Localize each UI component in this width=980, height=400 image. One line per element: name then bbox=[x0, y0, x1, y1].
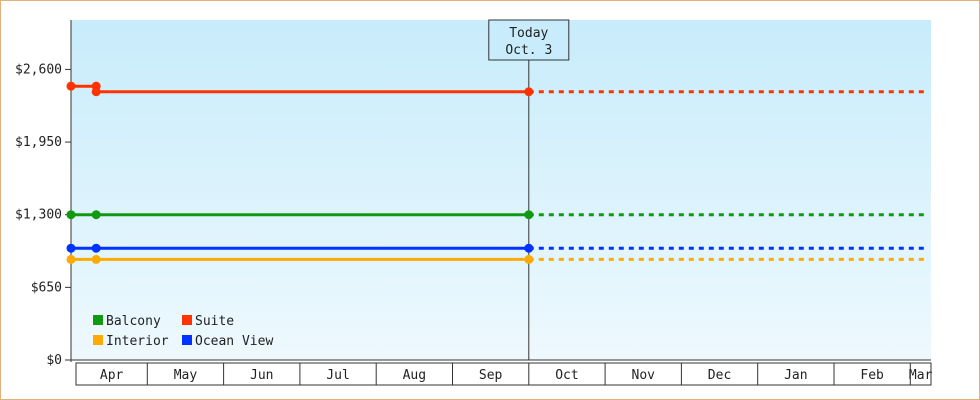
today-label: Today bbox=[509, 26, 548, 41]
month-label: Apr bbox=[100, 368, 124, 383]
month-label: Sep bbox=[479, 368, 503, 383]
y-tick-label: $650 bbox=[31, 280, 62, 295]
today-box bbox=[488, 19, 570, 61]
month-label: Aug bbox=[403, 368, 426, 383]
data-point-suite bbox=[524, 87, 534, 97]
legend-label-interior: Interior bbox=[106, 334, 169, 349]
month-band bbox=[75, 362, 932, 386]
legend-label-suite: Suite bbox=[195, 314, 234, 329]
legend-swatch-suite bbox=[182, 315, 192, 325]
month-label: Mar bbox=[909, 368, 933, 383]
data-point-interior bbox=[91, 254, 101, 264]
legend-label-balcony: Balcony bbox=[106, 314, 161, 329]
data-point-balcony bbox=[524, 210, 534, 220]
data-point-interior bbox=[524, 254, 534, 264]
data-point-interior bbox=[66, 254, 76, 264]
month-label: Nov bbox=[632, 368, 656, 383]
today-date-label: Oct. 3 bbox=[505, 43, 552, 58]
legend-swatch-ocean-view bbox=[182, 335, 192, 345]
y-tick-label: $1,950 bbox=[15, 135, 62, 150]
data-point-ocean-view bbox=[524, 243, 534, 253]
month-label: Jun bbox=[250, 368, 273, 383]
data-point-suite bbox=[91, 87, 101, 97]
legend-label-ocean-view: Ocean View bbox=[195, 334, 273, 349]
month-label: Dec bbox=[708, 368, 731, 383]
legend-swatch-interior bbox=[93, 335, 103, 345]
y-tick-label: $1,300 bbox=[15, 208, 62, 223]
month-label: Jul bbox=[326, 368, 349, 383]
data-point-ocean-view bbox=[91, 243, 101, 253]
month-label: Jan bbox=[784, 368, 807, 383]
month-label: Oct bbox=[555, 368, 578, 383]
data-point-ocean-view bbox=[66, 243, 76, 253]
plot-area bbox=[71, 20, 931, 360]
data-point-balcony bbox=[91, 210, 101, 220]
month-label: Feb bbox=[860, 368, 884, 383]
month-label: May bbox=[174, 368, 198, 383]
y-tick-label: $0 bbox=[46, 353, 62, 368]
y-tick-label: $2,600 bbox=[15, 62, 62, 77]
data-point-suite bbox=[66, 81, 76, 91]
legend-swatch-balcony bbox=[93, 315, 103, 325]
data-point-balcony bbox=[66, 210, 76, 220]
